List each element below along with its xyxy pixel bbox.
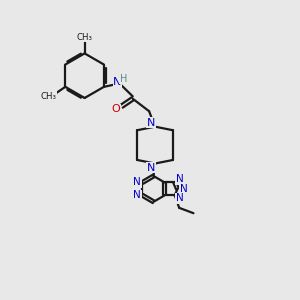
Text: H: H bbox=[120, 74, 127, 83]
Text: N: N bbox=[176, 175, 183, 184]
Text: CH₃: CH₃ bbox=[41, 92, 57, 101]
Text: N: N bbox=[180, 184, 187, 194]
Text: N: N bbox=[176, 193, 183, 203]
Text: N: N bbox=[147, 118, 155, 128]
Text: N: N bbox=[113, 77, 122, 87]
Text: CH₃: CH₃ bbox=[76, 33, 93, 42]
Text: N: N bbox=[133, 190, 141, 200]
Text: N: N bbox=[133, 178, 141, 188]
Text: O: O bbox=[112, 104, 121, 114]
Text: N: N bbox=[147, 163, 155, 173]
